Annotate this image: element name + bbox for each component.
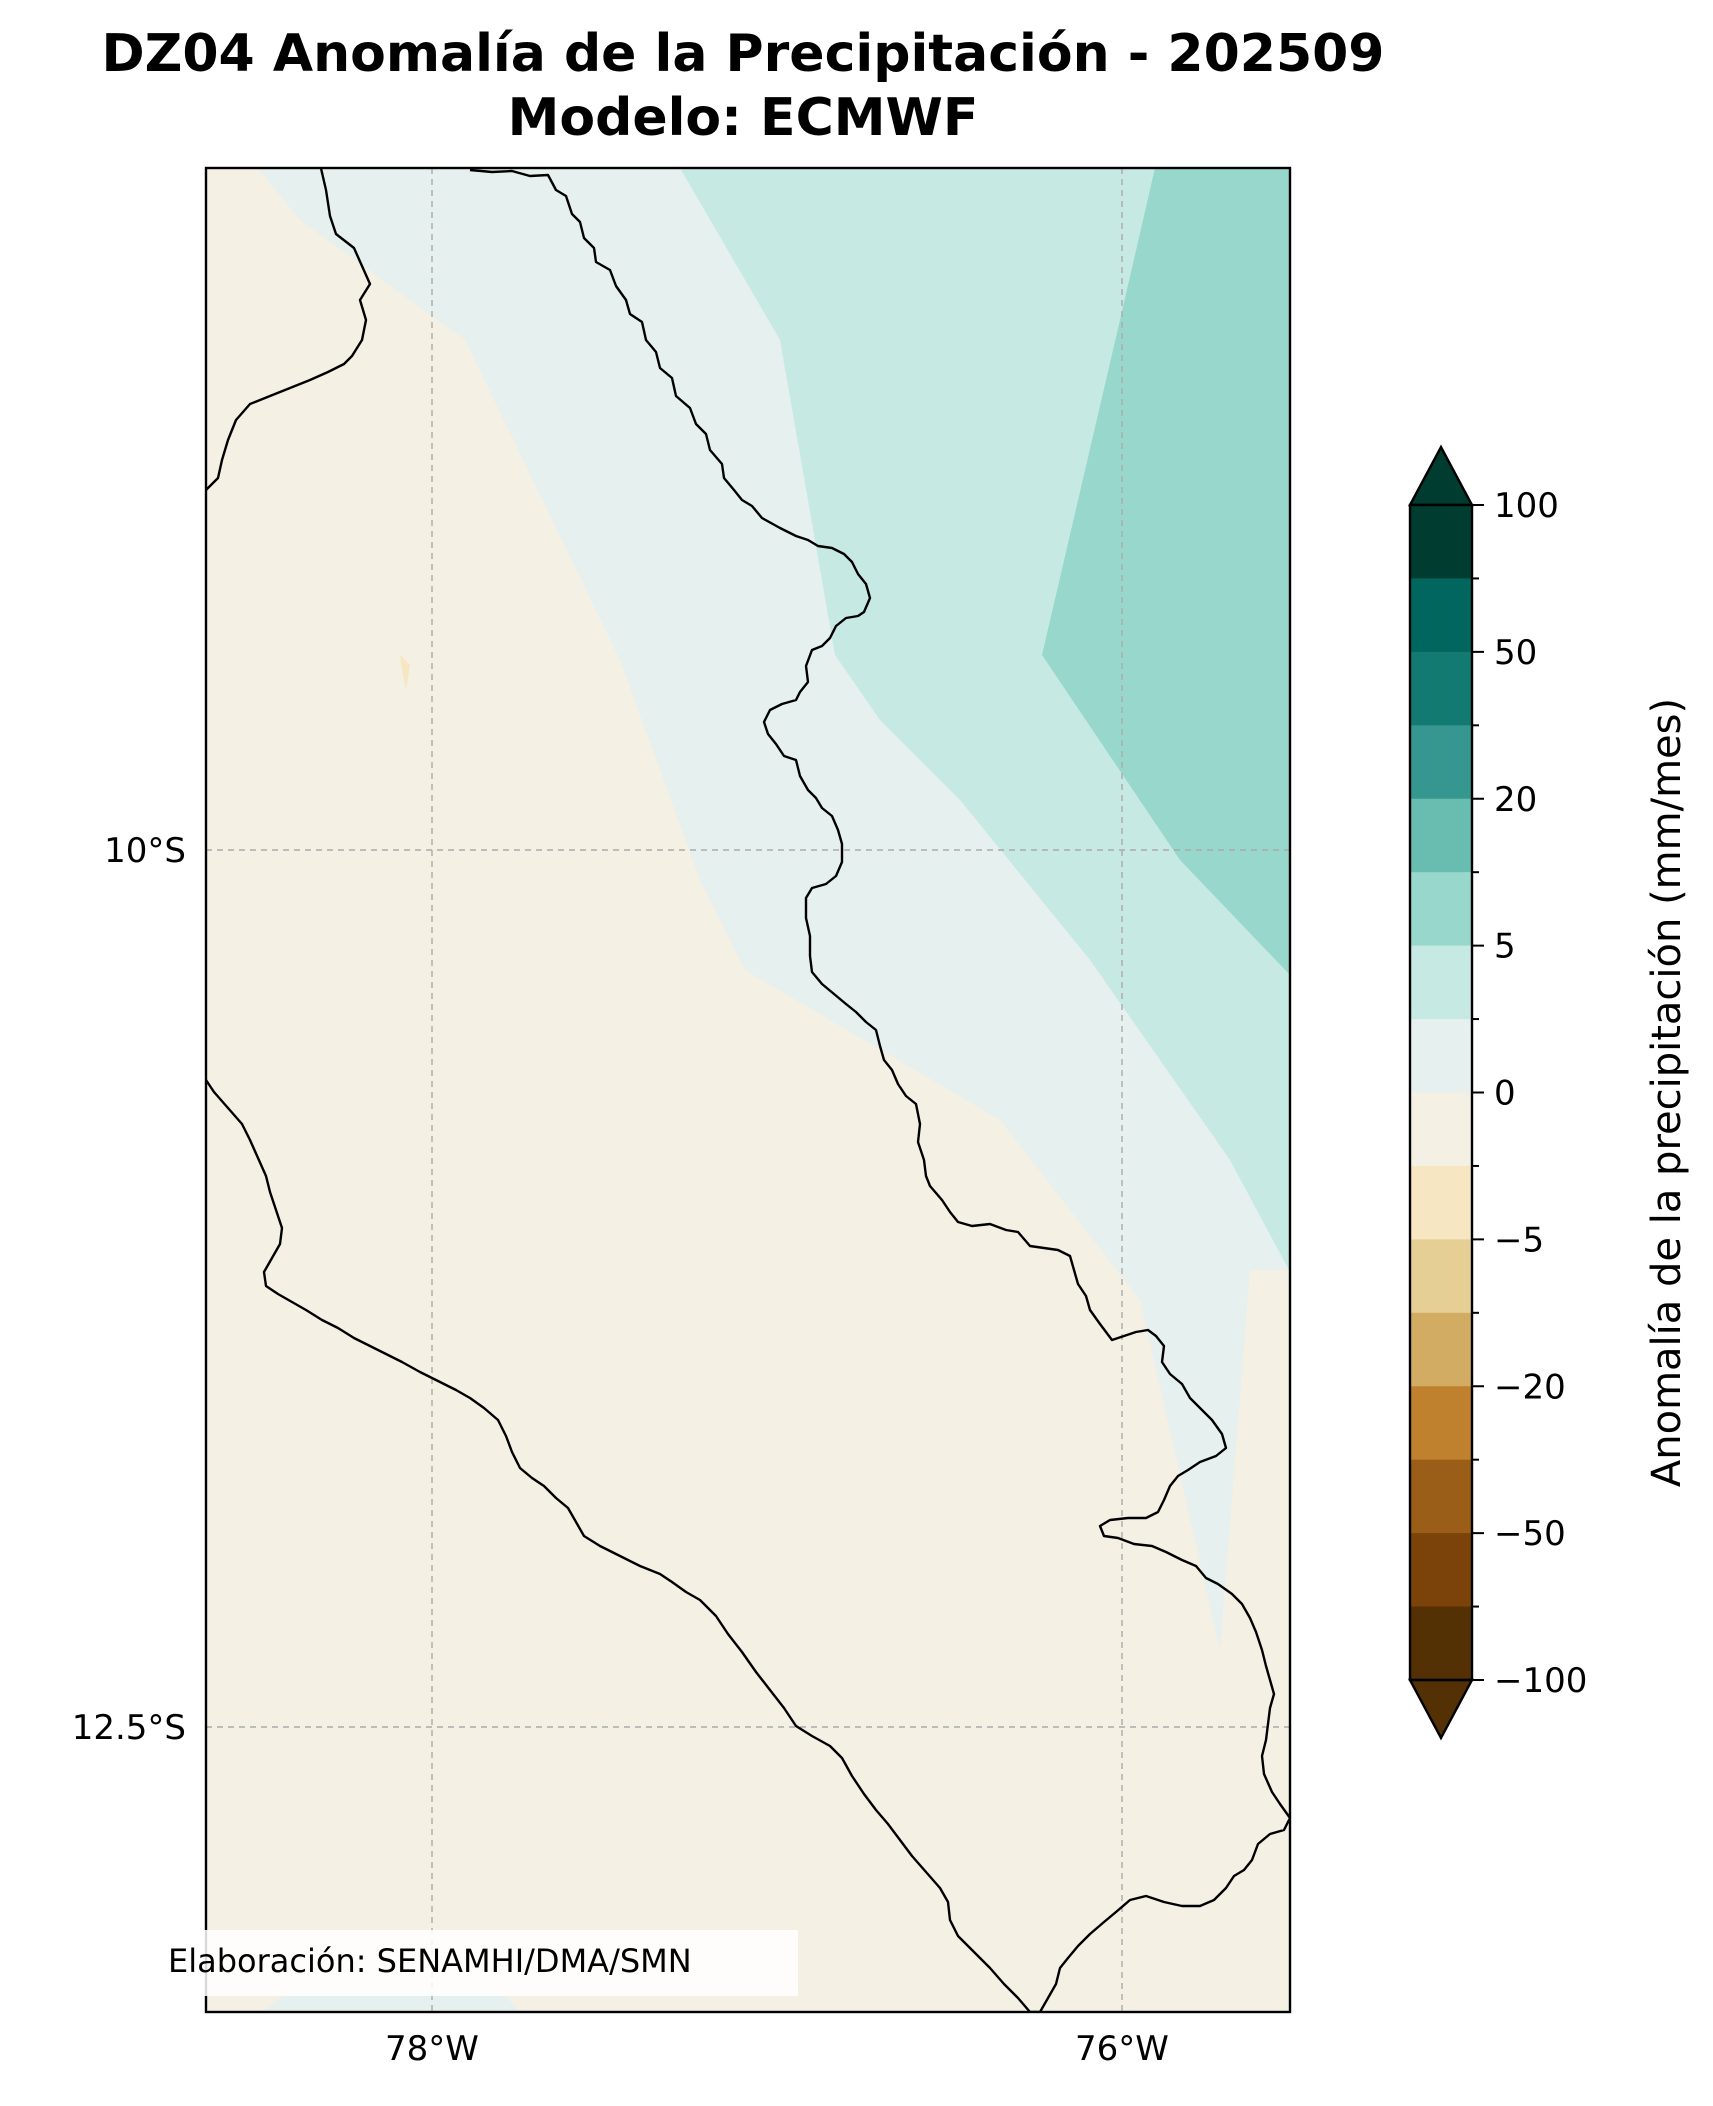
colorbar-tick-label: −50 — [1494, 1514, 1566, 1554]
colorbar-segment — [1410, 1386, 1472, 1461]
region-boundary — [206, 168, 1290, 2012]
colorbar-tick-label: −20 — [1494, 1367, 1566, 1407]
colorbar-axis-label: Anomalía de la precipitación (mm/mes) — [1644, 698, 1690, 1487]
colorbar-segment — [1410, 578, 1472, 653]
map-subtitle: Modelo: ECMWF — [507, 88, 979, 148]
colorbar-segment — [1410, 1092, 1472, 1167]
colorbar-segment — [1410, 1533, 1472, 1608]
colorbar-segment — [1410, 1606, 1472, 1681]
colorbar-tick-label: 50 — [1494, 633, 1537, 673]
lat-tick-10s: 10°S — [104, 831, 186, 871]
colorbar-segment — [1410, 651, 1472, 726]
gridlines — [206, 168, 1290, 2012]
colorbar-tick-label: 20 — [1494, 780, 1537, 820]
anomaly-zone-5-10 — [1042, 168, 1290, 975]
title-block: DZ04 Anomalía de la Precipitación - 2025… — [0, 22, 1486, 150]
colorbar-segment — [1410, 1312, 1472, 1387]
colorbar-segment — [1410, 1459, 1472, 1534]
colorbar-extend-min — [1407, 1678, 1475, 1741]
colorbar-segment — [1410, 725, 1472, 800]
colorbar-segment — [1410, 505, 1472, 579]
colorbar-tick-label: −100 — [1494, 1661, 1587, 1701]
credit-text: Elaboración: SENAMHI/DMA/SMN — [168, 1942, 692, 1980]
lon-tick-76w: 76°W — [1075, 2029, 1169, 2069]
map-panel — [206, 168, 1290, 2012]
colorbar-segment — [1410, 872, 1472, 947]
credit-box — [160, 1930, 798, 1996]
map-title: DZ04 Anomalía de la Precipitación - 2025… — [101, 24, 1385, 84]
colorbar-segment — [1410, 1165, 1472, 1240]
colorbar-segment — [1410, 1239, 1472, 1314]
colorbar-segment — [1410, 1019, 1472, 1093]
colorbar-tick-label: 5 — [1494, 927, 1516, 967]
map-frame — [204, 166, 1292, 2014]
colorbar-segment — [1410, 798, 1472, 873]
colorbar-extend-max — [1407, 444, 1475, 507]
colorbar-tick-label: 100 — [1494, 486, 1559, 526]
colorbar-tick-label: −5 — [1494, 1220, 1544, 1260]
lat-tick-12-5s: 12.5°S — [72, 1708, 186, 1748]
anomaly-negative-patch — [400, 655, 410, 690]
colorbar-tick-label: 0 — [1494, 1074, 1516, 1114]
colorbar-segment — [1410, 945, 1472, 1020]
lon-tick-78w: 78°W — [385, 2029, 479, 2069]
